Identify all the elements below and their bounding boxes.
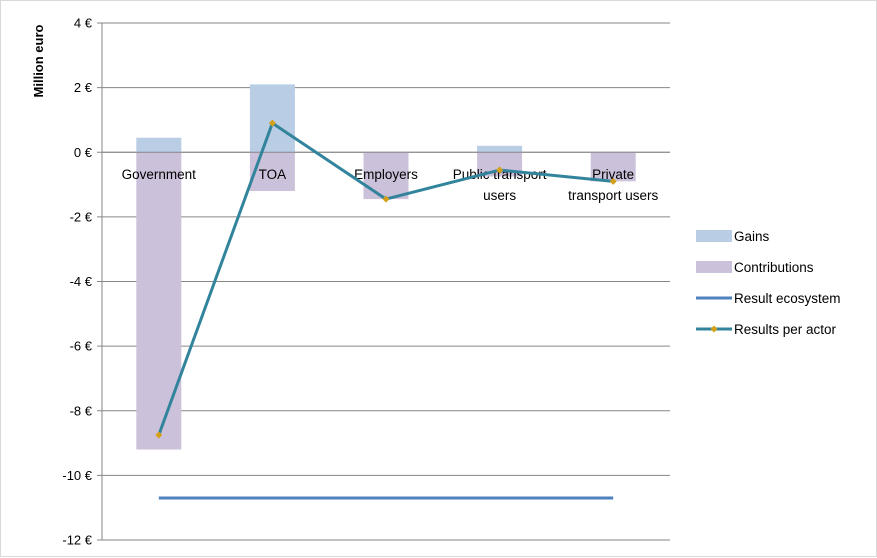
marker-results-per-actor: [496, 166, 504, 174]
y-tick-label: -6 €: [70, 339, 93, 354]
bar-gains: [477, 145, 523, 153]
y-tick-label: 4 €: [74, 16, 93, 31]
category-label: users: [483, 188, 516, 203]
y-axis-label: Million euro: [31, 24, 46, 97]
marker-results-per-actor: [268, 119, 276, 127]
y-tick-label: -12 €: [62, 533, 92, 548]
category-label: Public transport: [453, 167, 547, 182]
y-tick-label: -8 €: [70, 403, 93, 418]
marker-results-per-actor: [609, 177, 617, 185]
bar-contributions: [363, 152, 409, 200]
legend-results-per-actor-marker: [710, 325, 718, 333]
category-label: Employers: [354, 167, 418, 182]
marker-results-per-actor: [382, 195, 390, 203]
y-tick-label: 2 €: [74, 80, 93, 95]
legend-gains-label: Gains: [734, 229, 770, 244]
legend-contributions-swatch: [696, 261, 732, 273]
legend-results-per-actor-label: Results per actor: [734, 322, 837, 337]
bar-contributions: [136, 152, 182, 450]
bar-contributions: [249, 152, 295, 192]
legend-gains-swatch: [696, 230, 732, 242]
y-tick-label: -10 €: [62, 468, 92, 483]
y-tick-label: -4 €: [70, 274, 93, 289]
bar-contributions: [590, 152, 636, 182]
category-label: TOA: [259, 167, 287, 182]
bar-gains: [136, 137, 182, 153]
bar-gains: [249, 84, 295, 153]
category-label: transport users: [568, 188, 658, 203]
y-tick-label: -2 €: [70, 209, 93, 224]
y-tick-label: 0 €: [74, 145, 93, 160]
marker-results-per-actor: [155, 431, 163, 439]
legend-result-ecosystem-label: Result ecosystem: [734, 291, 841, 306]
category-label: Private: [592, 167, 634, 182]
category-label: Government: [122, 167, 197, 182]
legend-contributions-label: Contributions: [734, 260, 814, 275]
